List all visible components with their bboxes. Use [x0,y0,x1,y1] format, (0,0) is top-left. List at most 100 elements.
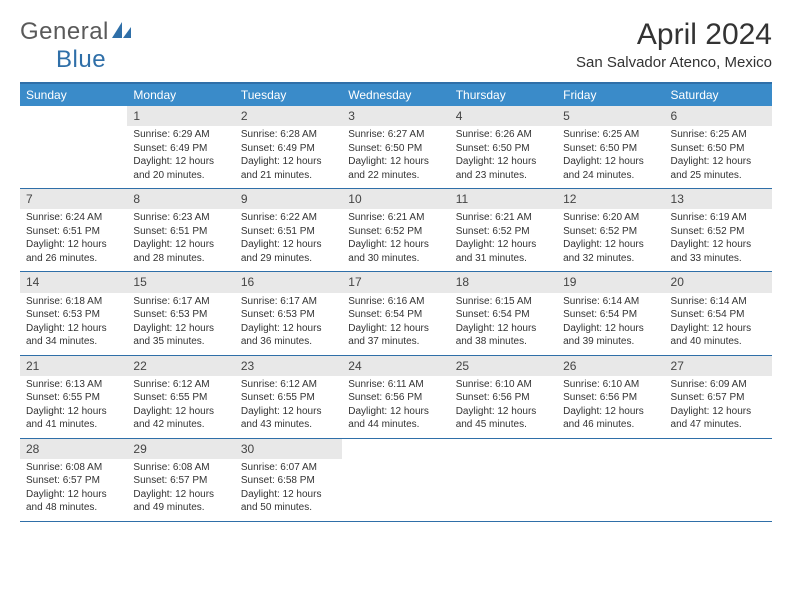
cell-date: 6 [665,106,772,126]
cell-body: Sunrise: 6:14 AMSunset: 6:54 PMDaylight:… [557,293,664,355]
cell-line: Sunrise: 6:24 AM [26,211,121,225]
cell-line: Sunrise: 6:22 AM [241,211,336,225]
cell-date: 3 [342,106,449,126]
cell-date: 9 [235,189,342,209]
day-cell [665,439,772,521]
cell-line: Sunset: 6:52 PM [671,225,766,239]
cell-line: Sunrise: 6:08 AM [133,461,228,475]
cell-line: Daylight: 12 hours and 21 minutes. [241,155,336,182]
calendar: SundayMondayTuesdayWednesdayThursdayFrid… [20,82,772,522]
day-cell: 10Sunrise: 6:21 AMSunset: 6:52 PMDayligh… [342,189,449,271]
cell-body: Sunrise: 6:23 AMSunset: 6:51 PMDaylight:… [127,209,234,271]
cell-body: Sunrise: 6:25 AMSunset: 6:50 PMDaylight:… [665,126,772,188]
cell-line: Daylight: 12 hours and 38 minutes. [456,322,551,349]
cell-line: Sunset: 6:53 PM [26,308,121,322]
cell-line: Sunrise: 6:20 AM [563,211,658,225]
week-row: 7Sunrise: 6:24 AMSunset: 6:51 PMDaylight… [20,189,772,272]
cell-line: Sunset: 6:56 PM [456,391,551,405]
cell-line: Sunrise: 6:15 AM [456,295,551,309]
cell-line: Daylight: 12 hours and 25 minutes. [671,155,766,182]
cell-line: Sunset: 6:54 PM [456,308,551,322]
day-cell: 23Sunrise: 6:12 AMSunset: 6:55 PMDayligh… [235,356,342,438]
cell-body: Sunrise: 6:08 AMSunset: 6:57 PMDaylight:… [20,459,127,521]
cell-line: Sunrise: 6:07 AM [241,461,336,475]
day-cell: 1Sunrise: 6:29 AMSunset: 6:49 PMDaylight… [127,106,234,188]
day-cell: 8Sunrise: 6:23 AMSunset: 6:51 PMDaylight… [127,189,234,271]
week-row: 1Sunrise: 6:29 AMSunset: 6:49 PMDaylight… [20,106,772,189]
cell-line: Sunrise: 6:25 AM [671,128,766,142]
cell-body: Sunrise: 6:12 AMSunset: 6:55 PMDaylight:… [235,376,342,438]
cell-date: 2 [235,106,342,126]
day-cell: 5Sunrise: 6:25 AMSunset: 6:50 PMDaylight… [557,106,664,188]
cell-date: 15 [127,272,234,292]
cell-body: Sunrise: 6:09 AMSunset: 6:57 PMDaylight:… [665,376,772,438]
brand-text-1: General [20,18,109,45]
day-cell: 22Sunrise: 6:12 AMSunset: 6:55 PMDayligh… [127,356,234,438]
cell-line: Daylight: 12 hours and 28 minutes. [133,238,228,265]
dayname: Friday [557,84,664,106]
day-cell: 30Sunrise: 6:07 AMSunset: 6:58 PMDayligh… [235,439,342,521]
cell-line: Daylight: 12 hours and 24 minutes. [563,155,658,182]
cell-line: Sunset: 6:55 PM [241,391,336,405]
cell-line: Daylight: 12 hours and 37 minutes. [348,322,443,349]
cell-line: Sunset: 6:50 PM [563,142,658,156]
cell-date: 11 [450,189,557,209]
cell-body [342,443,449,451]
cell-body: Sunrise: 6:08 AMSunset: 6:57 PMDaylight:… [127,459,234,521]
day-cell: 12Sunrise: 6:20 AMSunset: 6:52 PMDayligh… [557,189,664,271]
cell-date: 16 [235,272,342,292]
cell-date: 28 [20,439,127,459]
cell-line: Sunset: 6:54 PM [348,308,443,322]
cell-date: 17 [342,272,449,292]
dayname: Saturday [665,84,772,106]
day-cell: 20Sunrise: 6:14 AMSunset: 6:54 PMDayligh… [665,272,772,354]
cell-date: 29 [127,439,234,459]
cell-line: Sunrise: 6:28 AM [241,128,336,142]
cell-line: Sunset: 6:50 PM [671,142,766,156]
cell-date: 18 [450,272,557,292]
cell-line: Sunrise: 6:08 AM [26,461,121,475]
cell-line: Sunset: 6:55 PM [26,391,121,405]
cell-line: Sunset: 6:49 PM [133,142,228,156]
day-cell: 26Sunrise: 6:10 AMSunset: 6:56 PMDayligh… [557,356,664,438]
cell-body: Sunrise: 6:13 AMSunset: 6:55 PMDaylight:… [20,376,127,438]
day-cell: 4Sunrise: 6:26 AMSunset: 6:50 PMDaylight… [450,106,557,188]
cell-line: Sunrise: 6:27 AM [348,128,443,142]
cell-date: 20 [665,272,772,292]
cell-body: Sunrise: 6:20 AMSunset: 6:52 PMDaylight:… [557,209,664,271]
day-cell: 11Sunrise: 6:21 AMSunset: 6:52 PMDayligh… [450,189,557,271]
cell-line: Sunrise: 6:11 AM [348,378,443,392]
cell-body: Sunrise: 6:14 AMSunset: 6:54 PMDaylight:… [665,293,772,355]
cell-date: 4 [450,106,557,126]
day-cell: 2Sunrise: 6:28 AMSunset: 6:49 PMDaylight… [235,106,342,188]
cell-body: Sunrise: 6:17 AMSunset: 6:53 PMDaylight:… [235,293,342,355]
day-cell: 18 Sunrise: 6:15 AMSunset: 6:54 PMDayligh… [450,272,557,354]
cell-line: Sunrise: 6:23 AM [133,211,228,225]
cell-line: Daylight: 12 hours and 34 minutes. [26,322,121,349]
cell-line: Sunrise: 6:21 AM [348,211,443,225]
cell-line: Sunrise: 6:14 AM [563,295,658,309]
day-cell: 27Sunrise: 6:09 AMSunset: 6:57 PMDayligh… [665,356,772,438]
cell-date: 13 [665,189,772,209]
cell-date: 22 [127,356,234,376]
brand-logo: General Blue [20,18,133,74]
cell-line: Daylight: 12 hours and 45 minutes. [456,405,551,432]
cell-date: 7 [20,189,127,209]
cell-line: Sunrise: 6:18 AM [26,295,121,309]
cell-body: Sunrise: 6:12 AMSunset: 6:55 PMDaylight:… [127,376,234,438]
cell-line: Daylight: 12 hours and 44 minutes. [348,405,443,432]
dayname-row: SundayMondayTuesdayWednesdayThursdayFrid… [20,84,772,106]
cell-body: Sunrise: 6:17 AMSunset: 6:53 PMDaylight:… [127,293,234,355]
day-cell: 16Sunrise: 6:17 AMSunset: 6:53 PMDayligh… [235,272,342,354]
cell-line: Daylight: 12 hours and 35 minutes. [133,322,228,349]
cell-body [557,443,664,451]
day-cell [342,439,449,521]
cell-body: Sunrise: 6:07 AMSunset: 6:58 PMDaylight:… [235,459,342,521]
cell-date: 26 [557,356,664,376]
cell-line: Sunrise: 6:09 AM [671,378,766,392]
cell-line: Sunrise: 6:10 AM [456,378,551,392]
cell-date: 14 [20,272,127,292]
cell-line: Daylight: 12 hours and 41 minutes. [26,405,121,432]
cell-line: Sunrise: 6:17 AM [241,295,336,309]
weeks-container: 1Sunrise: 6:29 AMSunset: 6:49 PMDaylight… [20,106,772,522]
